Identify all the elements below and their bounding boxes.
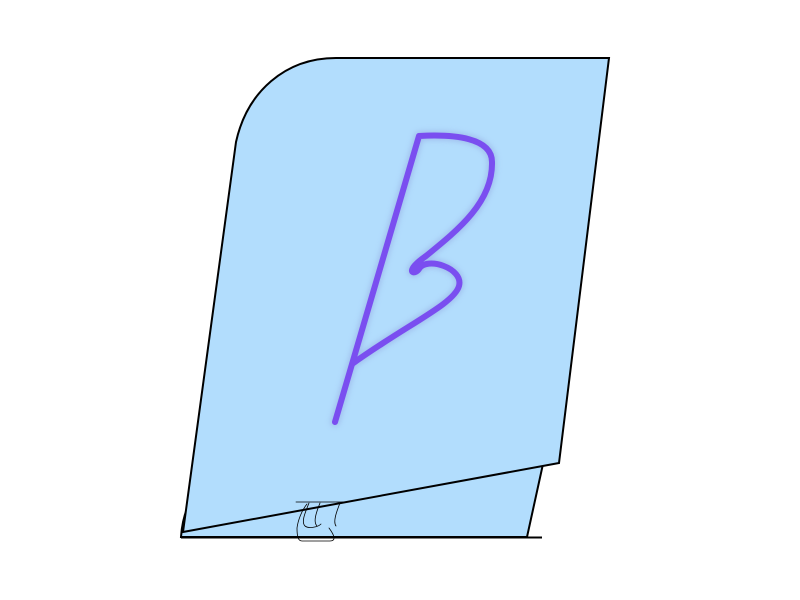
book-icon [179,57,611,539]
page-mark-stroke [295,501,345,542]
book-cover [181,57,611,534]
page-mark-icon [295,501,345,542]
beta-glyph-stroke [332,132,496,425]
beta-glyph-icon [330,131,497,427]
